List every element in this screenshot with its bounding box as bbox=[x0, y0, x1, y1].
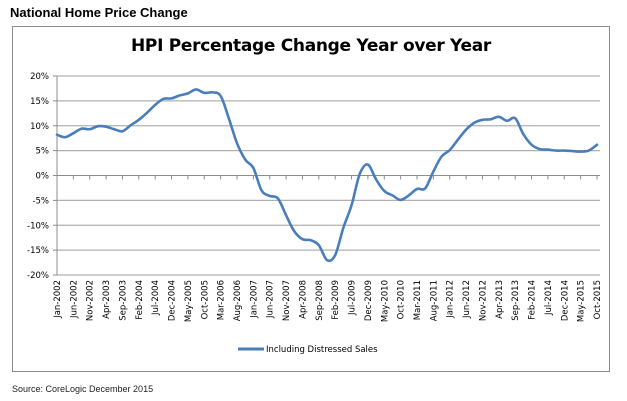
x-axis: Jan-2002 Jun-2002 Nov-2002 Apr-2003 Sep-2003… bbox=[53, 175, 603, 322]
x-tick-label: Feb-2014 bbox=[528, 280, 538, 320]
y-tick-label: 5% bbox=[36, 147, 50, 157]
x-tick-label: Aug-2006 bbox=[233, 280, 243, 321]
y-tick-label: 20% bbox=[30, 72, 49, 82]
legend-label: Including Distressed Sales bbox=[266, 345, 378, 355]
x-tick-label: Apr-2008 bbox=[298, 280, 308, 319]
x-tick-label: Nov-2007 bbox=[282, 280, 292, 321]
x-tick-label: Jun-2007 bbox=[266, 280, 276, 319]
y-tick-label: 15% bbox=[30, 97, 49, 107]
x-tick-label: Jan-2007 bbox=[249, 280, 259, 319]
y-tick-label: -5% bbox=[32, 196, 49, 206]
y-tick-label: -15% bbox=[27, 246, 49, 256]
x-tick-label: Jun-2002 bbox=[69, 280, 79, 319]
y-tick-label: -10% bbox=[27, 221, 49, 231]
x-tick-label: Dec-2014 bbox=[560, 280, 570, 321]
y-tick-label: -20% bbox=[27, 271, 49, 281]
y-tick-label: 0% bbox=[36, 172, 50, 182]
x-tick-label: Sep-2003 bbox=[118, 280, 128, 321]
x-tick-label: Mar-2011 bbox=[413, 280, 423, 320]
y-axis: 20% 15% 10% 5% 0% -5% -10% -15% -20% bbox=[27, 72, 58, 281]
x-tick-label: Apr-2003 bbox=[102, 280, 112, 319]
x-tick-label: Jul-2004 bbox=[151, 280, 161, 316]
x-tick-label: Nov-2012 bbox=[478, 280, 488, 321]
x-tick-label: Oct-2015 bbox=[593, 280, 603, 319]
x-tick-label: Feb-2004 bbox=[135, 280, 145, 320]
gridlines bbox=[57, 75, 600, 276]
series-line-including-distressed-sales bbox=[55, 88, 599, 263]
y-tick-label: 10% bbox=[30, 122, 49, 132]
x-tick-label: Sep-2013 bbox=[511, 280, 521, 321]
x-tick-label: Aug-2011 bbox=[429, 280, 439, 321]
x-tick-label: Oct-2005 bbox=[200, 280, 210, 319]
x-tick-label: Nov-2002 bbox=[86, 280, 96, 321]
chart-title: HPI Percentage Change Year over Year bbox=[131, 36, 491, 56]
x-tick-label: Jan-2002 bbox=[53, 280, 63, 319]
x-tick-label: Sep-2008 bbox=[315, 280, 325, 321]
x-tick-label: Jan-2012 bbox=[446, 280, 456, 319]
page-heading: National Home Price Change bbox=[10, 5, 188, 20]
x-tick-label: May-2015 bbox=[577, 280, 587, 322]
x-tick-label: May-2005 bbox=[184, 280, 194, 322]
x-tick-label: May-2010 bbox=[380, 280, 390, 322]
legend: Including Distressed Sales bbox=[238, 345, 378, 355]
source-note: Source: CoreLogic December 2015 bbox=[12, 384, 154, 394]
x-tick-label: Dec-2004 bbox=[168, 280, 178, 321]
x-tick-label: Dec-2009 bbox=[364, 280, 374, 321]
series-group bbox=[55, 88, 599, 263]
x-tick-label: Jul-2009 bbox=[348, 280, 358, 316]
x-tick-label: Oct-2010 bbox=[397, 280, 407, 319]
x-tick-label: Apr-2013 bbox=[495, 280, 505, 319]
x-tick-label: Jul-2014 bbox=[544, 280, 554, 316]
x-tick-label: Feb-2009 bbox=[331, 280, 341, 320]
x-tick-label: Mar-2006 bbox=[217, 280, 227, 320]
chart-frame bbox=[12, 26, 610, 372]
x-tick-label: Jun-2012 bbox=[462, 280, 472, 319]
